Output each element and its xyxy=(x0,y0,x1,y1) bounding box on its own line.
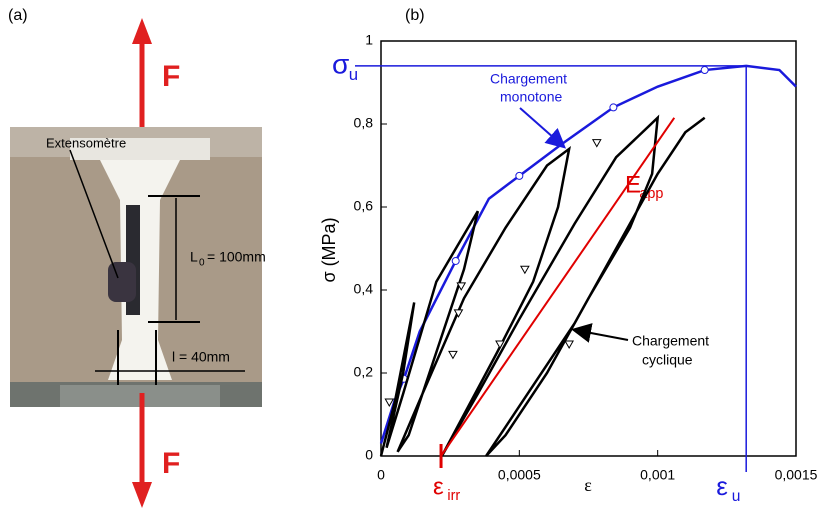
marker xyxy=(520,265,530,275)
plot-frame xyxy=(380,40,797,457)
marker xyxy=(384,398,395,408)
x-tick-label: 0,0015 xyxy=(775,467,818,483)
cyclic-arrow xyxy=(571,323,629,343)
marker xyxy=(515,171,524,180)
x-axis-label: ε xyxy=(584,475,592,495)
gauge-text: = 100mm xyxy=(207,249,266,265)
marker xyxy=(451,256,460,265)
eps-irr-symbol: ε xyxy=(433,473,444,500)
marker xyxy=(453,309,464,318)
x-tick-label: 0 xyxy=(377,467,385,483)
gauge-subscript: 0 xyxy=(199,258,205,269)
y-tick-label: 1 xyxy=(365,32,373,48)
force-arrow-head xyxy=(132,482,152,508)
cyclic-label: cyclique xyxy=(642,352,693,368)
force-label: F xyxy=(162,447,180,480)
force-label: F xyxy=(162,60,180,93)
y-tick-label: 0,4 xyxy=(354,281,374,297)
panel-label: (a) xyxy=(8,7,28,24)
y-tick-label: 0 xyxy=(365,447,373,463)
marker xyxy=(495,340,505,349)
marker xyxy=(564,340,574,349)
y-tick-label: 0,2 xyxy=(354,364,374,380)
pointer-line xyxy=(69,149,119,279)
y-axis-label: σ (MPa) xyxy=(319,217,339,282)
eps-u-subscript: u xyxy=(732,488,741,505)
marker xyxy=(456,282,467,291)
monotone-label: Chargement xyxy=(490,71,567,87)
extensometer-label: Extensomètre xyxy=(46,135,126,150)
panel-label: (b) xyxy=(405,7,425,24)
eps-u-symbol: ε xyxy=(716,471,728,501)
series-line xyxy=(379,114,706,457)
y-tick-label: 0,8 xyxy=(354,115,374,131)
cyclic-label: Chargement xyxy=(632,333,709,349)
gauge-symbol: L xyxy=(190,249,198,265)
width-label: l = 40mm xyxy=(172,349,230,365)
eps-irr-subscript: irr xyxy=(447,488,460,504)
force-arrow-head xyxy=(132,18,152,44)
series-line xyxy=(440,117,676,457)
marker xyxy=(609,103,618,112)
x-tick-label: 0,001 xyxy=(640,467,675,483)
marker xyxy=(700,66,709,75)
monotone-label: monotone xyxy=(500,89,562,105)
marker xyxy=(591,139,602,148)
series-line xyxy=(379,64,797,444)
x-tick-label: 0,0005 xyxy=(498,467,541,483)
specimen-photo xyxy=(10,127,262,407)
monotone-arrow xyxy=(519,107,566,149)
e-app-symbol: E xyxy=(625,171,641,198)
y-tick-label: 0,6 xyxy=(354,198,374,214)
sigma-u-symbol: σ xyxy=(332,48,349,79)
sigma-u-subscript: u xyxy=(349,65,358,84)
marker xyxy=(448,350,458,360)
